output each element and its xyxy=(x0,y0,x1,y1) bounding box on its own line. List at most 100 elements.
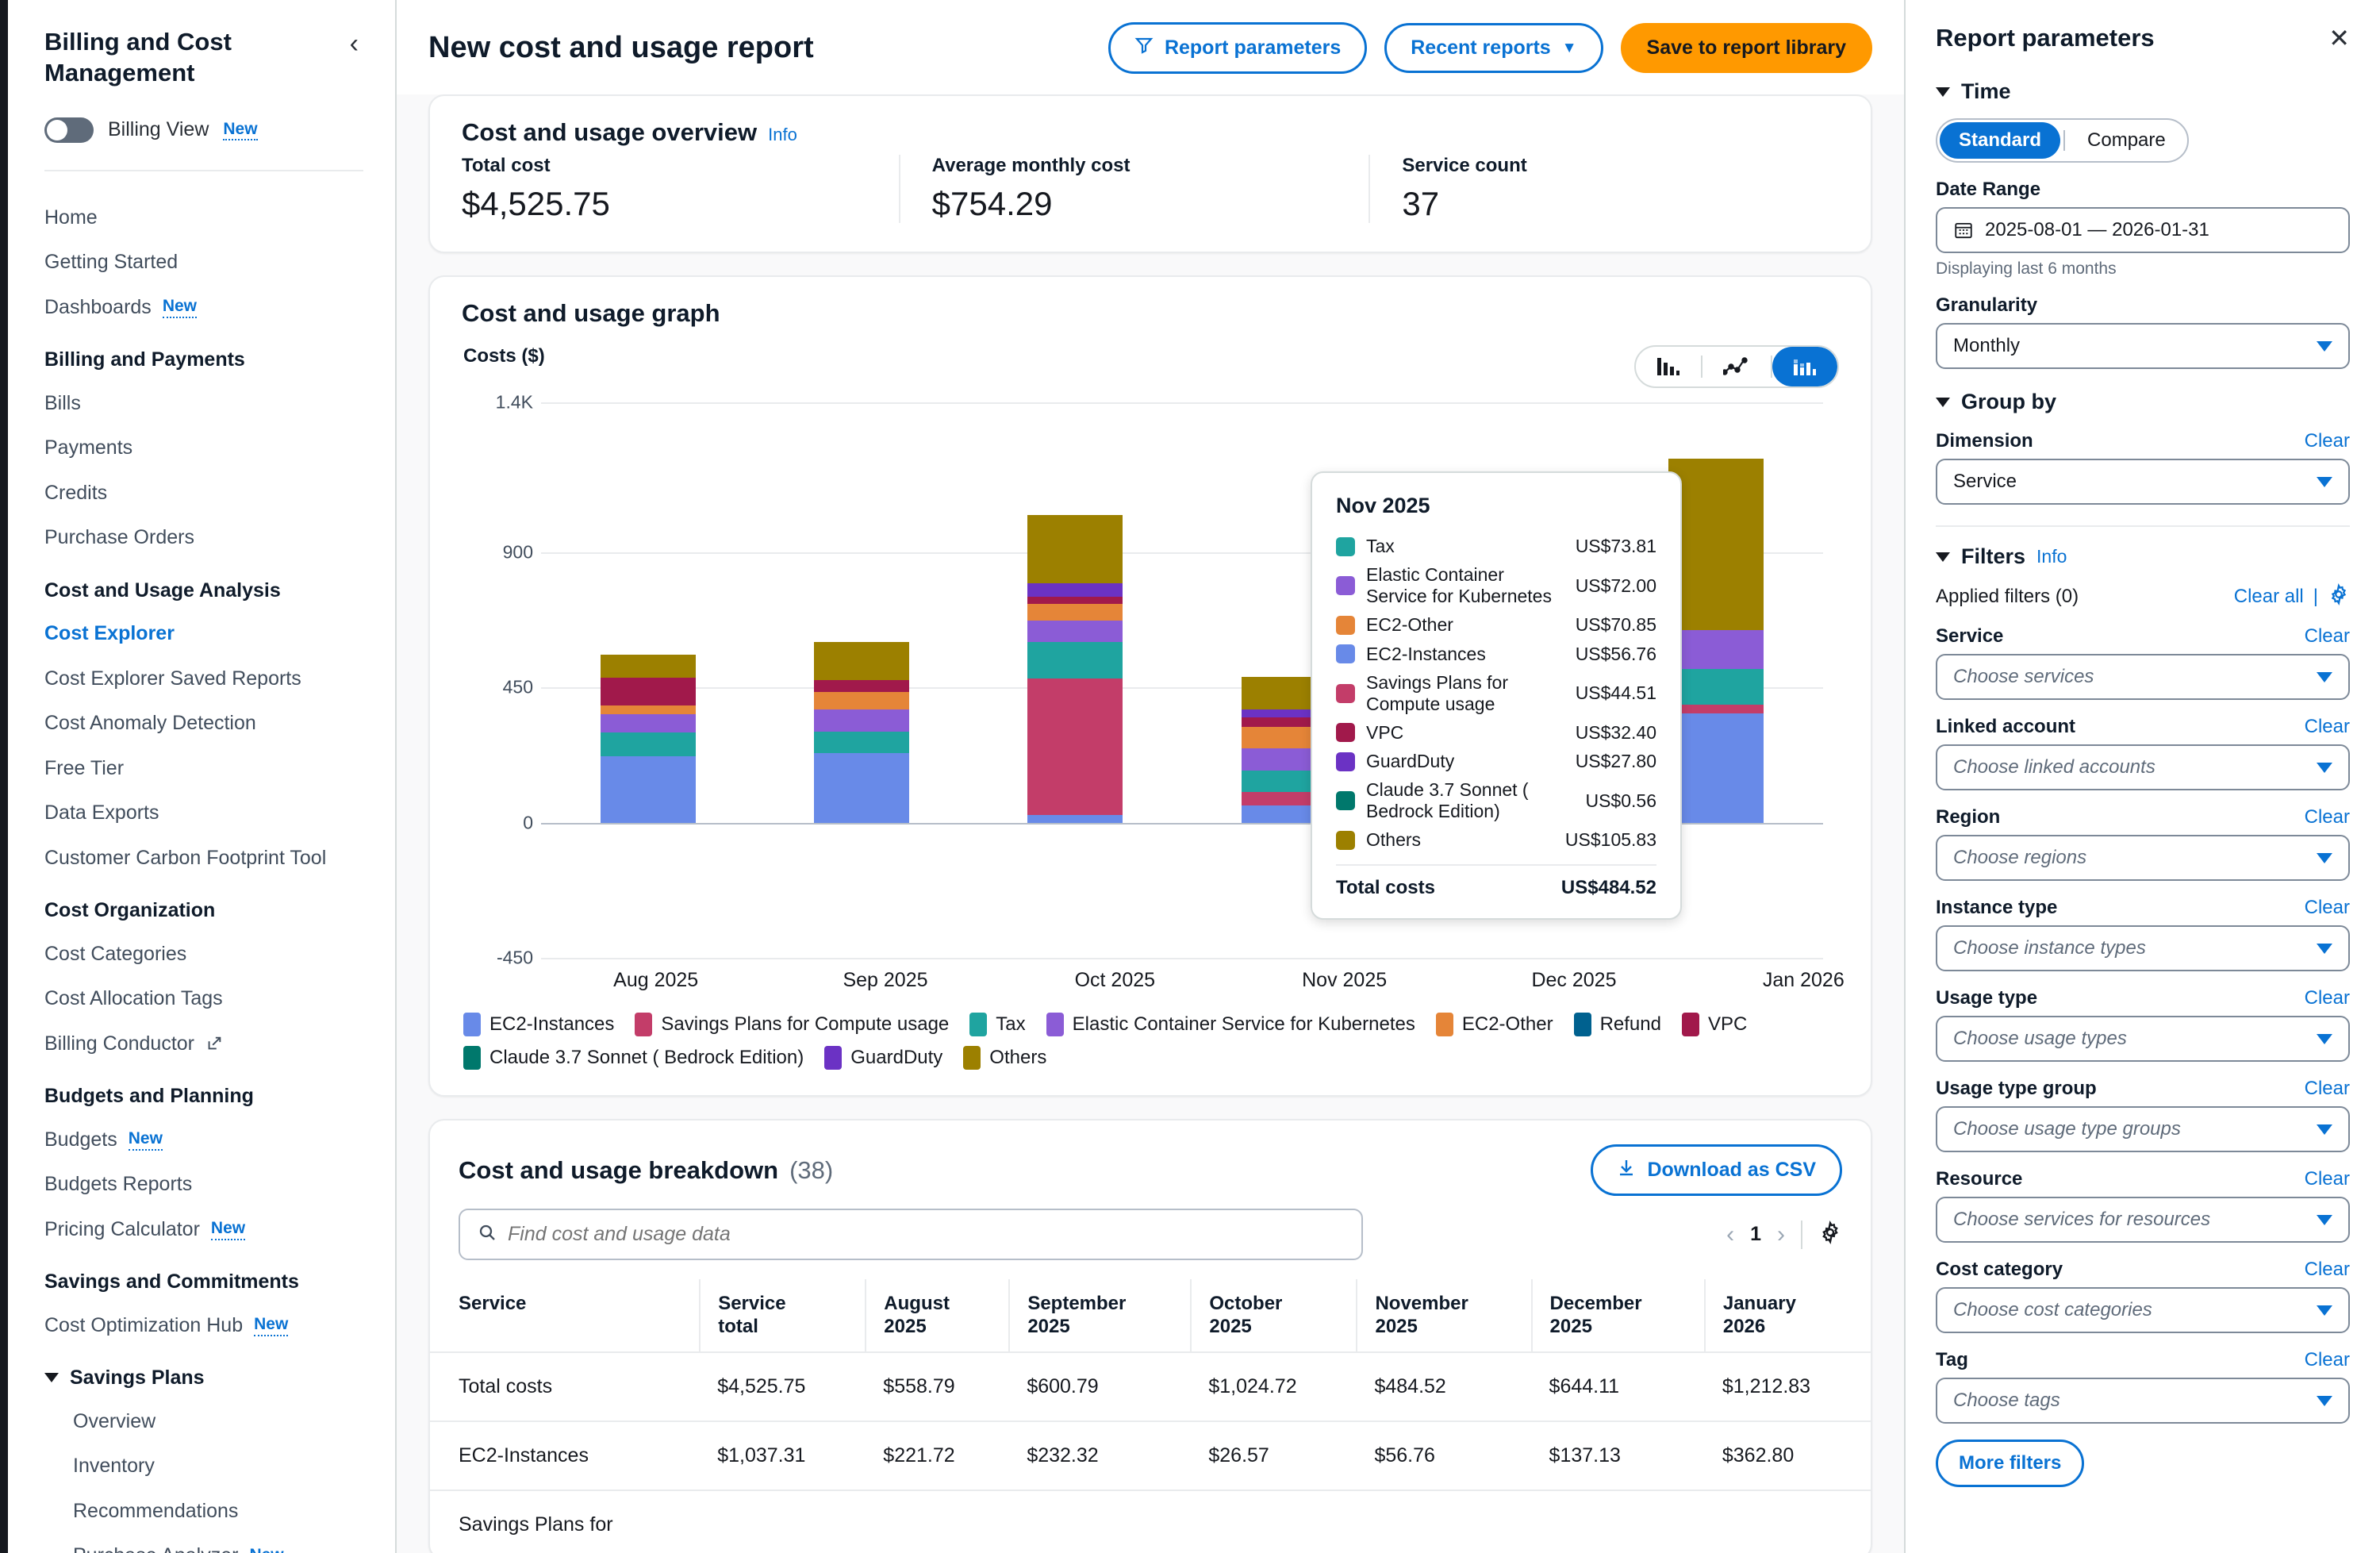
filter-clear-link[interactable]: Clear xyxy=(2304,806,2350,828)
sidebar-item-bills[interactable]: Bills xyxy=(8,381,395,426)
sidebar-item-cost-explorer-saved-reports[interactable]: Cost Explorer Saved Reports xyxy=(8,656,395,702)
time-mode-compare[interactable]: Compare xyxy=(2087,129,2166,151)
sidebar-item-cost-optimization-hub[interactable]: Cost Optimization Hub New xyxy=(8,1303,395,1348)
time-section-header[interactable]: Time xyxy=(1936,79,2350,104)
sidebar-item-dashboards[interactable]: Dashboards New xyxy=(8,285,395,330)
sidebar-item-billing-conductor[interactable]: Billing Conductor xyxy=(8,1021,395,1067)
table-row[interactable]: Total costs $4,525.75 $558.79 $600.79 $1,024… xyxy=(430,1351,1871,1421)
filter-select-service[interactable]: Choose services xyxy=(1936,654,2350,700)
legend-item[interactable]: EC2-Instances xyxy=(463,1013,614,1036)
sidebar-item-savings-plans[interactable]: Savings Plans xyxy=(8,1347,395,1399)
sidebar-item-credits[interactable]: Credits xyxy=(8,471,395,516)
filters-gear-icon[interactable] xyxy=(2328,583,2350,609)
sidebar-item-cost-categories[interactable]: Cost Categories xyxy=(8,932,395,977)
overview-info-link[interactable]: Info xyxy=(768,125,797,144)
stacked-bar-chart-icon[interactable] xyxy=(1772,347,1837,386)
bar-slot[interactable] xyxy=(1610,402,1823,958)
search-input[interactable] xyxy=(508,1223,1344,1246)
table-row[interactable]: EC2-Instances $1,037.31 $221.72 $232.32 $26.… xyxy=(430,1420,1871,1490)
sidebar-item-cost-anomaly-detection[interactable]: Cost Anomaly Detection xyxy=(8,701,395,746)
billing-view-toggle[interactable] xyxy=(44,117,94,143)
sidebar-item-pricing-calculator[interactable]: Pricing Calculator New xyxy=(8,1207,395,1252)
filter-clear-link[interactable]: Clear xyxy=(2304,1349,2350,1370)
breakdown-search[interactable] xyxy=(459,1209,1363,1260)
filter-clear-link[interactable]: Clear xyxy=(2304,987,2350,1009)
sidebar-item-purchase-analyzer[interactable]: Purchase Analyzer New xyxy=(8,1533,395,1553)
filter-clear-link[interactable]: Clear xyxy=(2304,897,2350,918)
filter-select-instance-type[interactable]: Choose instance types xyxy=(1936,925,2350,971)
stacked-bar[interactable] xyxy=(600,655,696,823)
stacked-bar[interactable] xyxy=(1668,458,1764,823)
sidebar-item-overview[interactable]: Overview xyxy=(8,1399,395,1444)
sidebar-item-recommendations[interactable]: Recommendations xyxy=(8,1489,395,1534)
granularity-select[interactable]: Monthly xyxy=(1936,323,2350,369)
time-mode-standard[interactable]: Standard xyxy=(1940,122,2061,159)
legend-item[interactable]: Others xyxy=(963,1046,1046,1070)
recent-reports-button[interactable]: Recent reports ▼ xyxy=(1384,23,1603,73)
download-as-csv-button[interactable]: Download as CSV xyxy=(1591,1144,1842,1196)
table-column-header[interactable]: December 2025 xyxy=(1530,1279,1705,1352)
filter-select-tag[interactable]: Choose tags xyxy=(1936,1378,2350,1424)
table-column-header[interactable]: October 2025 xyxy=(1190,1279,1357,1352)
filter-clear-link[interactable]: Clear xyxy=(2304,1168,2350,1190)
sidebar-item-data-exports[interactable]: Data Exports xyxy=(8,790,395,836)
group-by-section-header[interactable]: Group by xyxy=(1936,390,2350,414)
filter-select-cost-category[interactable]: Choose cost categories xyxy=(1936,1287,2350,1333)
date-range-field[interactable]: 2025-08-01 — 2026-01-31 xyxy=(1936,207,2350,253)
table-row[interactable]: Savings Plans for xyxy=(430,1489,1871,1553)
stacked-bar[interactable] xyxy=(813,642,909,823)
stacked-bar[interactable] xyxy=(1027,515,1123,823)
legend-item[interactable]: Claude 3.7 Sonnet ( Bedrock Edition) xyxy=(463,1046,804,1070)
report-parameters-button[interactable]: Report parameters xyxy=(1107,22,1368,74)
filters-section-header[interactable]: Filters Info xyxy=(1936,544,2350,569)
legend-item[interactable]: Tax xyxy=(969,1013,1026,1036)
sidebar-item-cost-allocation-tags[interactable]: Cost Allocation Tags xyxy=(8,976,395,1021)
dimension-clear-link[interactable]: Clear xyxy=(2304,430,2350,452)
bar-slot[interactable] xyxy=(754,402,968,958)
sidebar-item-purchase-orders[interactable]: Purchase Orders xyxy=(8,515,395,560)
filter-select-usage-type[interactable]: Choose usage types xyxy=(1936,1016,2350,1062)
clear-all-link[interactable]: Clear all xyxy=(2233,585,2304,607)
dimension-select[interactable]: Service xyxy=(1936,459,2350,505)
billing-view-toggle-row[interactable]: Billing View New xyxy=(8,89,395,143)
legend-item[interactable]: Elastic Container Service for Kubernetes xyxy=(1046,1013,1415,1036)
table-column-header[interactable]: Service xyxy=(430,1279,700,1352)
bar-slot[interactable] xyxy=(969,402,1182,958)
filter-select-resource[interactable]: Choose services for resources xyxy=(1936,1197,2350,1243)
table-column-header[interactable]: September 2025 xyxy=(1008,1279,1192,1352)
filters-info-link[interactable]: Info xyxy=(2036,546,2067,567)
filter-select-region[interactable]: Choose regions xyxy=(1936,835,2350,881)
filter-clear-link[interactable]: Clear xyxy=(2304,716,2350,737)
filter-clear-link[interactable]: Clear xyxy=(2304,625,2350,647)
sidebar-item-customer-carbon-footprint-tool[interactable]: Customer Carbon Footprint Tool xyxy=(8,836,395,881)
more-filters-button[interactable]: More filters xyxy=(1936,1440,2085,1487)
table-column-header[interactable]: January 2026 xyxy=(1703,1279,1871,1352)
table-column-header[interactable]: November 2025 xyxy=(1356,1279,1532,1352)
filter-select-linked-account[interactable]: Choose linked accounts xyxy=(1936,744,2350,790)
pagination-next-icon[interactable]: › xyxy=(1777,1220,1785,1247)
legend-item[interactable]: VPC xyxy=(1681,1013,1747,1036)
sidebar-item-free-tier[interactable]: Free Tier xyxy=(8,746,395,791)
legend-item[interactable]: EC2-Other xyxy=(1435,1013,1553,1036)
filter-clear-link[interactable]: Clear xyxy=(2304,1078,2350,1099)
sidebar-item-home[interactable]: Home xyxy=(8,195,395,240)
sidebar-item-budgets-reports[interactable]: Budgets Reports xyxy=(8,1162,395,1207)
sidebar-item-cost-explorer[interactable]: Cost Explorer xyxy=(8,611,395,656)
sidebar-item-inventory[interactable]: Inventory xyxy=(8,1443,395,1489)
pagination-prev-icon[interactable]: ‹ xyxy=(1726,1220,1735,1247)
table-column-header[interactable]: August 2025 xyxy=(865,1279,1010,1352)
close-icon[interactable]: ✕ xyxy=(2328,24,2350,52)
line-chart-icon[interactable] xyxy=(1702,347,1771,386)
bar-chart-icon[interactable] xyxy=(1636,347,1701,386)
bar-slot[interactable] xyxy=(541,402,754,958)
sidebar-item-payments[interactable]: Payments xyxy=(8,425,395,471)
legend-item[interactable]: Refund xyxy=(1573,1013,1661,1036)
table-settings-gear-icon[interactable] xyxy=(1818,1220,1842,1248)
filter-clear-link[interactable]: Clear xyxy=(2304,1259,2350,1280)
sidebar-collapse-icon[interactable]: ‹ xyxy=(349,29,359,59)
sidebar-item-getting-started[interactable]: Getting Started xyxy=(8,240,395,285)
save-to-report-library-button[interactable]: Save to report library xyxy=(1620,23,1872,73)
filter-select-usage-type-group[interactable]: Choose usage type groups xyxy=(1936,1106,2350,1152)
table-column-header[interactable]: Service total xyxy=(699,1279,866,1352)
legend-item[interactable]: Savings Plans for Compute usage xyxy=(635,1013,949,1036)
